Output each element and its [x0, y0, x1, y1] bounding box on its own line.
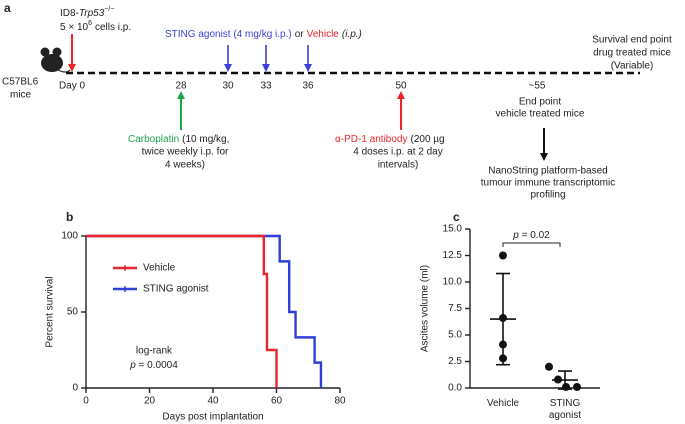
day-label: ~55: [529, 81, 546, 92]
dot: [499, 251, 507, 260]
significance-bracket: [502, 242, 561, 247]
y-tick-label: 0.0: [448, 383, 462, 394]
x-tick-label: 80: [334, 396, 346, 407]
survival-curve: [86, 234, 278, 388]
p-value: p = 0.0004: [129, 360, 178, 371]
dot: [499, 354, 507, 363]
profiling: NanoString platform-based: [488, 166, 608, 177]
y-axis-label: Ascites volume (ml): [420, 265, 431, 352]
treatment: STING agonist (4 mg/kg i.p.) or Vehicle (i.…: [165, 29, 362, 40]
profiling: profiling: [530, 190, 565, 201]
y-tick-label: 12.5: [443, 250, 463, 261]
endpoint: vehicle treated mice: [496, 109, 585, 120]
y-tick-label: 100: [61, 231, 78, 242]
panel-label: a: [4, 1, 11, 15]
day-label: Day 0: [59, 81, 86, 92]
panel-label: b: [66, 210, 73, 224]
x-tick-label: 60: [271, 396, 283, 407]
legend-label: STING agonist: [143, 284, 209, 295]
y-tick-label: 2.5: [448, 356, 462, 367]
dot: [554, 375, 562, 384]
day-label: 50: [395, 81, 407, 92]
survival-curve: [86, 234, 323, 388]
antibody: α-PD-1 antibody (200 µg: [335, 134, 445, 145]
day-label: 36: [302, 81, 314, 92]
day-labels: 28 30 33 36 50 ~55: [175, 81, 545, 92]
cell-dose: 5 × 106 cells i.p.: [60, 20, 131, 33]
y-tick-label: 15.0: [443, 224, 463, 235]
dot: [573, 382, 581, 391]
carboplatin: Carboplatin (10 mg/kg,: [128, 134, 229, 145]
x-tick-label: STING agonist: [549, 398, 581, 421]
mouse-strain: mice: [10, 90, 32, 101]
x-axis-label: Days post implantation: [162, 412, 263, 423]
dot: [545, 362, 553, 371]
panel-a: a ID8-Trp53−/− 5 × 106 cells i.p. C57BL6 …: [2, 1, 672, 200]
dot: [562, 382, 570, 391]
y-tick-label: 7.5: [448, 303, 462, 314]
cell-line: ID8-Trp53−/−: [60, 6, 114, 19]
antibody: 4 doses i.p. at 2 day: [353, 147, 443, 158]
day-label: 33: [260, 81, 272, 92]
x-tick-label: 0: [83, 396, 89, 407]
carboplatin: twice weekly i.p. for: [142, 147, 229, 158]
p-value: p = 0.02: [512, 230, 550, 241]
dose-arrows: [177, 45, 548, 161]
day-label: 30: [222, 81, 234, 92]
profiling: tumour immune transcriptomic: [481, 178, 615, 189]
antibody: intervals): [378, 160, 419, 171]
y-tick-label: 5.0: [448, 330, 462, 341]
y-tick-label: 50: [67, 307, 79, 318]
endpoint: (Variable): [611, 61, 654, 72]
y-axis-label: Percent survival: [45, 276, 56, 347]
endpoint: drug treated mice: [593, 48, 671, 59]
x-tick-label: 40: [207, 396, 219, 407]
mouse-strain: C57BL6: [2, 77, 39, 88]
x-tick-label: Vehicle: [487, 398, 520, 409]
endpoint: Survival end point: [592, 35, 672, 46]
carboplatin: 4 weeks): [165, 160, 205, 171]
x-tick-label: 20: [144, 396, 156, 407]
y-tick-label: 0: [72, 383, 78, 394]
dot: [499, 314, 507, 323]
dot: [499, 340, 507, 349]
mouse-icon: [40, 47, 71, 73]
panel-label: c: [453, 210, 460, 224]
legend-label: Vehicle: [143, 263, 176, 274]
y-tick-label: 10.0: [443, 277, 463, 288]
day-label: 28: [175, 81, 187, 92]
endpoint: End point: [519, 97, 561, 108]
annotation: log-rank: [136, 346, 173, 357]
